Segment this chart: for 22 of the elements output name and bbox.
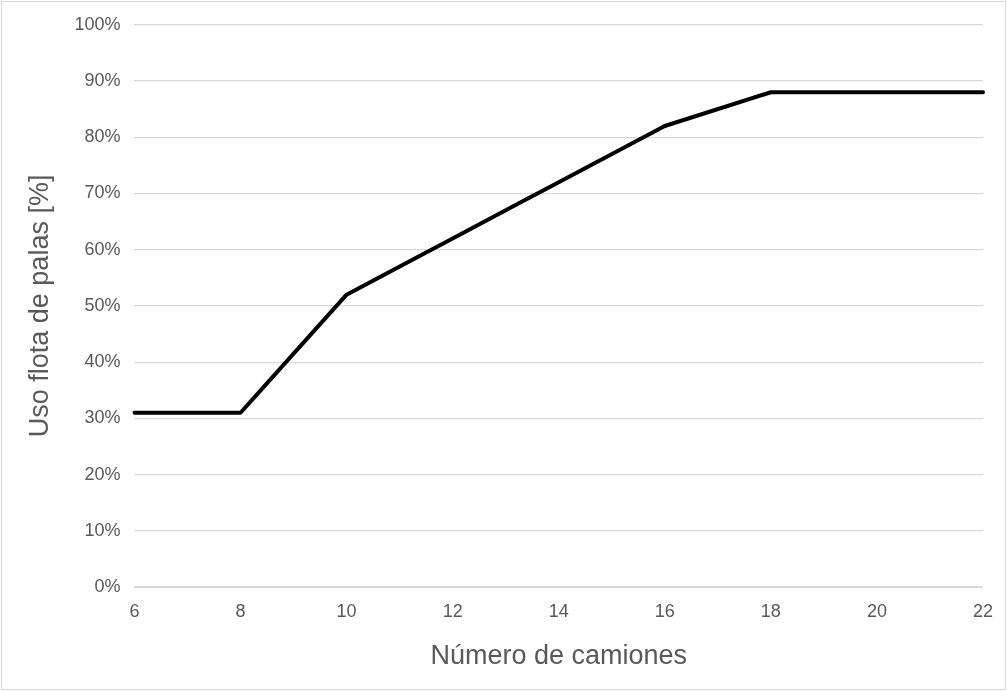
x-tick-label: 10 xyxy=(336,600,357,621)
x-axis-title: Número de camiones xyxy=(430,640,688,671)
x-tick-label: 6 xyxy=(129,600,140,621)
x-tick-label: 16 xyxy=(654,600,675,621)
x-tick-label: 8 xyxy=(235,600,246,621)
y-tick-label: 10% xyxy=(84,519,121,540)
y-tick-label: 80% xyxy=(84,126,121,147)
y-tick-label: 20% xyxy=(84,463,121,484)
y-tick-label: 70% xyxy=(84,182,121,203)
x-tick-label: 22 xyxy=(972,600,993,621)
y-tick-label: 30% xyxy=(84,407,121,428)
y-tick-label: 50% xyxy=(84,294,121,315)
x-tick-label: 18 xyxy=(760,600,781,621)
y-axis-title: Uso flota de palas [%] xyxy=(23,174,54,438)
x-tick-label: 14 xyxy=(548,600,569,621)
y-tick-label: 0% xyxy=(94,575,121,596)
y-tick-label: 100% xyxy=(74,13,121,34)
y-tick-label: 60% xyxy=(84,238,121,259)
x-tick-label: 12 xyxy=(442,600,463,621)
y-tick-label: 90% xyxy=(84,69,121,90)
y-tick-label: 40% xyxy=(84,351,121,372)
x-tick-label: 20 xyxy=(866,600,887,621)
